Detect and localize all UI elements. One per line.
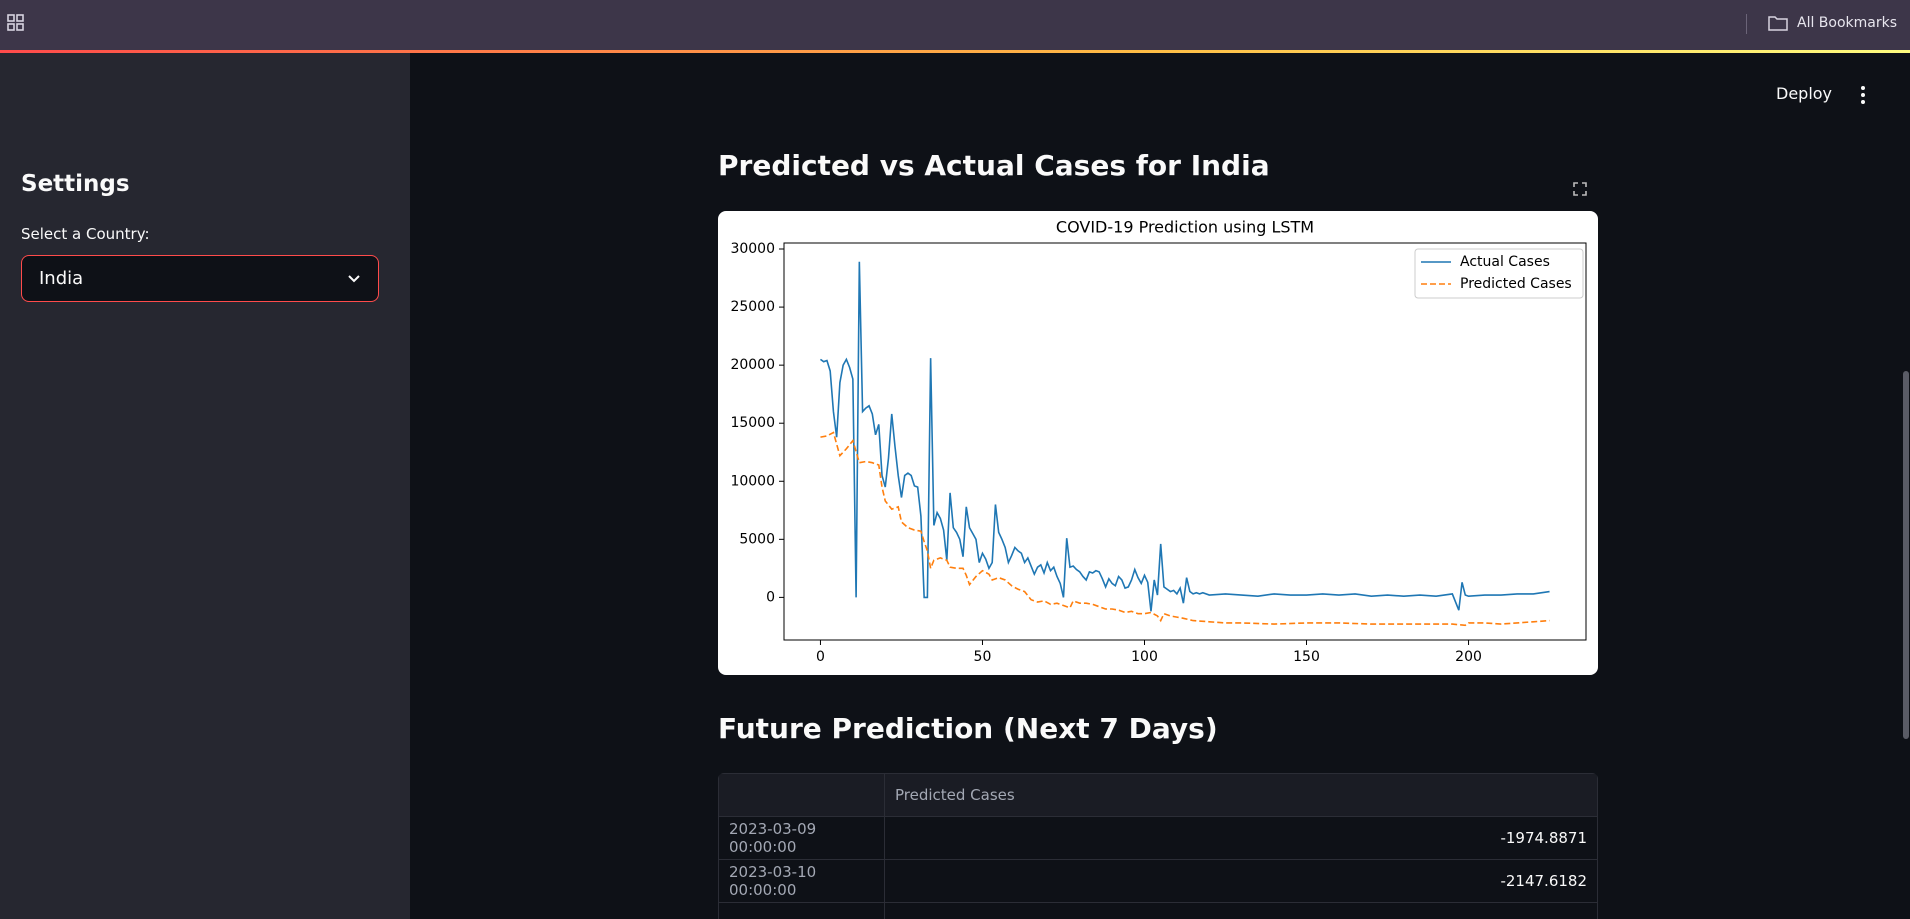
row-index: 2023-03-09 00:00:00	[718, 816, 885, 860]
x-tick-label: 100	[1131, 649, 1158, 665]
row-value	[884, 902, 1598, 919]
legend	[1414, 248, 1584, 299]
row-index: 2023-03-10 00:00:00	[718, 859, 885, 903]
x-tick-label: 50	[974, 649, 992, 665]
table-row	[718, 902, 1598, 919]
y-tick-label: 15000	[730, 415, 775, 431]
chevron	[348, 275, 360, 283]
y-tick-label: 10000	[730, 473, 775, 489]
legend-label: Actual Cases	[1460, 254, 1550, 270]
x-tick-label: 0	[816, 649, 825, 665]
sidebar-title: Settings	[21, 171, 130, 197]
series-line	[819, 261, 1550, 612]
prediction-table: Predicted Cases 2023-03-09 00:00:00 -1974…	[718, 773, 1598, 919]
table-row: 2023-03-09 00:00:00 -1974.8871	[718, 816, 1598, 860]
x-tick-label: 200	[1455, 649, 1482, 665]
select-label: Select a Country:	[21, 225, 150, 243]
header-row: Predicted Cases	[718, 773, 1598, 817]
deploy-button[interactable]: Deploy	[1776, 84, 1833, 103]
series-line	[820, 431, 1550, 627]
index-header	[718, 773, 885, 817]
folder-icon	[1768, 16, 1788, 31]
x-tick-label: 150	[1293, 649, 1320, 665]
accent-line	[0, 50, 1910, 53]
column-header: Predicted Cases	[884, 773, 1598, 817]
y-tick-label: 20000	[730, 357, 775, 373]
fullscreen-icon[interactable]	[1572, 181, 1588, 197]
scrollbar[interactable]	[1903, 371, 1909, 739]
table-heading: Future Prediction (Next 7 Days)	[718, 712, 1218, 745]
chart-heading: Predicted vs Actual Cases for India	[718, 149, 1270, 182]
row-value: -2147.6182	[884, 859, 1598, 903]
sidebar: Settings Select a Country:	[0, 53, 410, 919]
selected-value: India	[39, 268, 84, 289]
table-frame: Predicted Cases 2023-03-09 00:00:00 -1974…	[718, 773, 1598, 919]
chart-title: COVID-19 Prediction using LSTM	[1056, 218, 1314, 237]
y-tick-label: 0	[766, 589, 775, 605]
chart-card: COVID-19 Prediction using LSTM 0 5000 1000…	[718, 211, 1598, 675]
y-tick-label: 25000	[730, 299, 775, 315]
browser-toolbar: All Bookmarks	[0, 0, 1910, 51]
row-index	[718, 902, 885, 919]
y-tick-label: 30000	[730, 241, 775, 257]
legend-label: Predicted Cases	[1460, 276, 1572, 292]
apps-icon[interactable]	[7, 14, 25, 32]
table-row: 2023-03-10 00:00:00 -2147.6182	[718, 859, 1598, 903]
y-tick-label: 5000	[739, 531, 775, 547]
bookmarks[interactable]: All Bookmarks	[1797, 15, 1898, 31]
plot-frame	[783, 242, 1587, 641]
chart: COVID-19 Prediction using LSTM 050001000…	[730, 218, 1587, 665]
divider	[1746, 14, 1747, 34]
row-value: -1974.8871	[884, 816, 1598, 860]
menu-button[interactable]	[1856, 84, 1870, 106]
country-select[interactable]: India	[21, 255, 379, 302]
